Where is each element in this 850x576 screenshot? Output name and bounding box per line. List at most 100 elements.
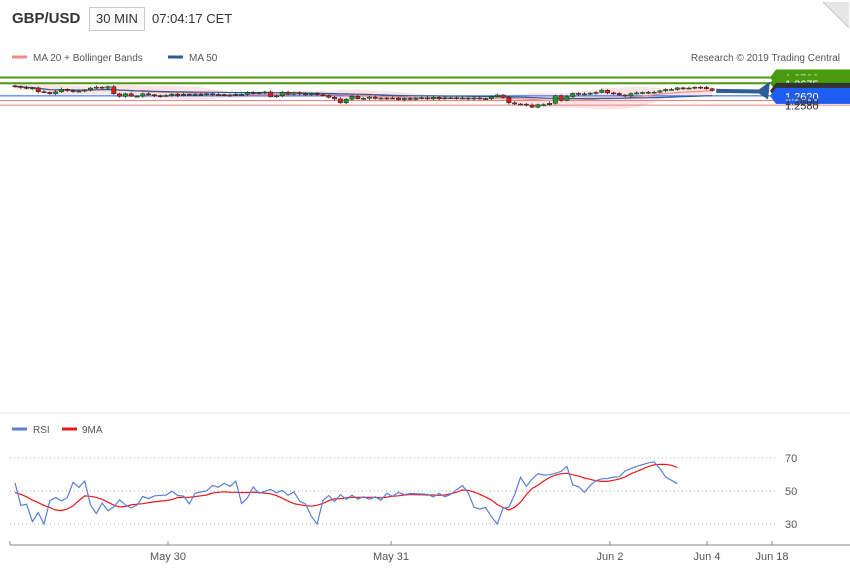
rsi-tick-label: 50 <box>785 486 797 498</box>
candle-body <box>320 94 326 97</box>
candle <box>576 92 582 96</box>
candle-body <box>454 97 460 100</box>
candle <box>105 85 111 90</box>
candle-body <box>599 89 605 93</box>
candle-body <box>605 89 611 94</box>
clock-label: 07:04:17 CET <box>152 11 233 26</box>
candle-body <box>262 91 268 94</box>
candle-body <box>552 95 558 104</box>
candle <box>634 91 640 95</box>
timeframe-selector[interactable]: 30 MIN <box>89 7 145 31</box>
ma50-line <box>14 85 713 100</box>
candle-body <box>111 86 117 95</box>
candle-body <box>651 91 657 94</box>
candle-body <box>274 95 279 97</box>
candle-body <box>622 94 628 97</box>
candle-body <box>372 96 378 99</box>
candle-body <box>448 97 454 100</box>
candle <box>215 92 221 96</box>
candle-body <box>459 97 465 100</box>
forecast-arrow-head <box>756 81 770 100</box>
candle <box>651 90 657 94</box>
candle <box>500 94 506 99</box>
candle-body <box>512 102 518 105</box>
candle-body <box>419 97 425 100</box>
candle <box>291 91 297 96</box>
candle <box>645 90 651 95</box>
candle <box>407 96 413 101</box>
candle <box>303 92 308 96</box>
candle <box>18 85 24 90</box>
candle-body <box>221 94 227 96</box>
candle-body <box>332 97 338 100</box>
candle <box>244 91 250 96</box>
candle <box>663 88 669 93</box>
candle <box>332 96 338 101</box>
price-label-text: 1.2580 <box>785 101 819 113</box>
candle-body <box>529 104 535 108</box>
candle-body <box>709 88 715 91</box>
candle <box>593 91 599 95</box>
rsi-tick-label: 70 <box>785 453 797 465</box>
price-label-1-2580: 1.2580 <box>785 101 819 113</box>
price-label-text: 1.2620 <box>785 91 819 103</box>
candle-body <box>494 94 500 97</box>
candle-body <box>442 97 448 100</box>
candle-body <box>669 89 674 91</box>
candle <box>337 97 343 104</box>
candle <box>82 89 88 93</box>
candle-body <box>122 93 128 97</box>
candle <box>326 94 332 99</box>
candle-body <box>349 96 355 100</box>
main-legend: MA 20 + Bollinger Bands MA 50 Research ©… <box>12 53 840 64</box>
candle <box>425 96 430 100</box>
candle-body <box>628 93 634 97</box>
candle <box>256 91 262 95</box>
ma50-legend-label: MA 50 <box>189 53 218 64</box>
candle-body <box>326 95 332 98</box>
candle-body <box>686 87 692 90</box>
candle-body <box>303 93 308 96</box>
candle <box>564 95 570 102</box>
candle <box>128 92 134 98</box>
candle <box>204 92 210 97</box>
time-tick-label: Jun 2 <box>597 551 624 563</box>
candle-body <box>674 87 680 90</box>
candle <box>483 97 489 100</box>
candle-body <box>227 94 233 97</box>
time-axis: May 30 May 31 Jun 2 Jun 4 Jun 18 <box>9 541 850 563</box>
candle-body <box>279 91 285 96</box>
candle <box>29 86 35 90</box>
candle-body <box>47 91 53 94</box>
candle <box>552 94 558 105</box>
candle-body <box>29 87 35 90</box>
candle <box>471 96 477 101</box>
candle <box>343 98 349 105</box>
candle-body <box>204 93 210 96</box>
candle-body <box>581 93 587 96</box>
candle <box>355 94 361 100</box>
rsi-legend: RSI 9MA <box>12 425 103 436</box>
candle-body <box>564 96 570 101</box>
candle <box>680 86 686 90</box>
time-tick-label: May 30 <box>150 551 186 563</box>
candle <box>308 92 314 97</box>
candle <box>494 93 500 98</box>
candle-body <box>99 86 105 89</box>
rsi-ma-legend-label: 9MA <box>82 425 103 436</box>
candle-body <box>343 98 349 104</box>
time-tick-label: Jun 18 <box>755 551 788 563</box>
candle <box>587 92 593 96</box>
candle-body <box>506 97 512 104</box>
candle-body <box>366 96 372 99</box>
rsi-legend-label: RSI <box>33 425 50 436</box>
candle-body <box>488 96 494 99</box>
candle <box>610 91 616 96</box>
candle <box>181 92 186 97</box>
candle-body <box>680 87 686 90</box>
time-tick-label: May 31 <box>373 551 409 563</box>
candle <box>88 86 93 92</box>
candle-body <box>285 91 291 95</box>
candle <box>134 95 140 98</box>
